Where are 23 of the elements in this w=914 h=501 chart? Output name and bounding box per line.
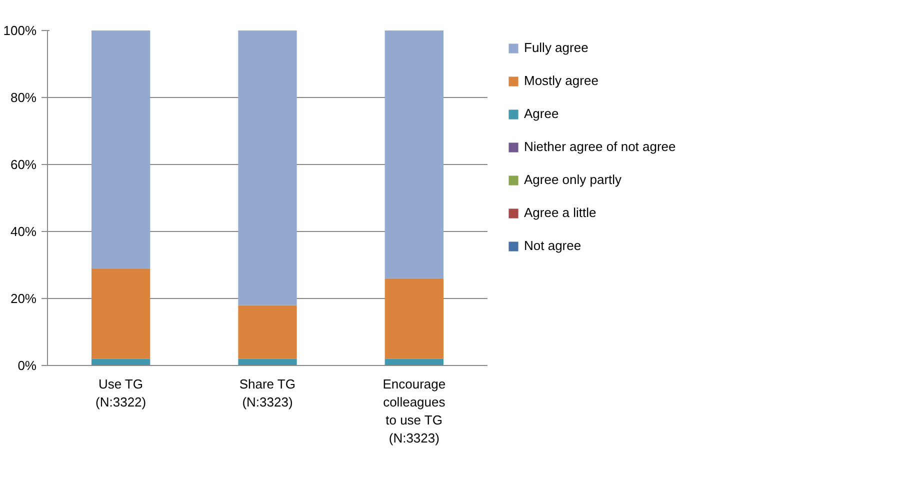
x-tick-label: Use TG (N:3322) (96, 376, 146, 410)
legend-label: Agree a little (524, 205, 596, 220)
y-tick-label: 0% (18, 358, 37, 373)
y-tick-label: 80% (10, 90, 37, 105)
bar (92, 268, 150, 359)
y-tick-label: 40% (10, 224, 37, 239)
bar (384, 30, 444, 278)
bar (238, 305, 297, 359)
y-tick-label: 60% (10, 157, 37, 172)
y-tick-label: 100% (3, 23, 37, 38)
y-tick-label: 20% (10, 291, 37, 306)
bar (238, 30, 297, 306)
legend-label: Agree (524, 106, 559, 121)
x-tick-label: Share TG (N:3323) (239, 376, 296, 410)
legend-label: Niether agree of not agree (524, 139, 676, 154)
bar (92, 30, 150, 268)
bar (238, 358, 297, 366)
bar (384, 278, 444, 359)
legend-label: Mostly agree (524, 73, 598, 88)
x-tick-label: Encourage colleagues to use TG (N:3323) (382, 376, 446, 446)
legend-label: Agree only partly (524, 172, 622, 187)
legend-label: Fully agree (524, 40, 588, 55)
legend-label: Not agree (524, 238, 582, 253)
